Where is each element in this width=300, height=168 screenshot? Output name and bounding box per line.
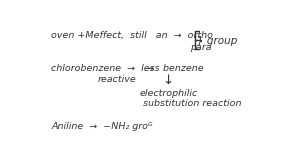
Text: } group: } group (197, 36, 237, 46)
Text: ↓: ↓ (162, 74, 173, 87)
Text: electrophilic: electrophilic (140, 89, 198, 98)
Text: Aniline  →  −NH₂ groᴳ: Aniline → −NH₂ groᴳ (52, 122, 153, 131)
Text: oven +Meffect,  still   an  →  ortho: oven +Meffect, still an → ortho (52, 31, 214, 40)
Text: substitution reaction: substitution reaction (143, 99, 242, 108)
Text: para: para (190, 43, 212, 52)
Text: →   benzene: → benzene (146, 64, 203, 73)
Text: chlorobenzene  →  less: chlorobenzene → less (52, 64, 160, 73)
Text: reactive: reactive (98, 75, 137, 83)
